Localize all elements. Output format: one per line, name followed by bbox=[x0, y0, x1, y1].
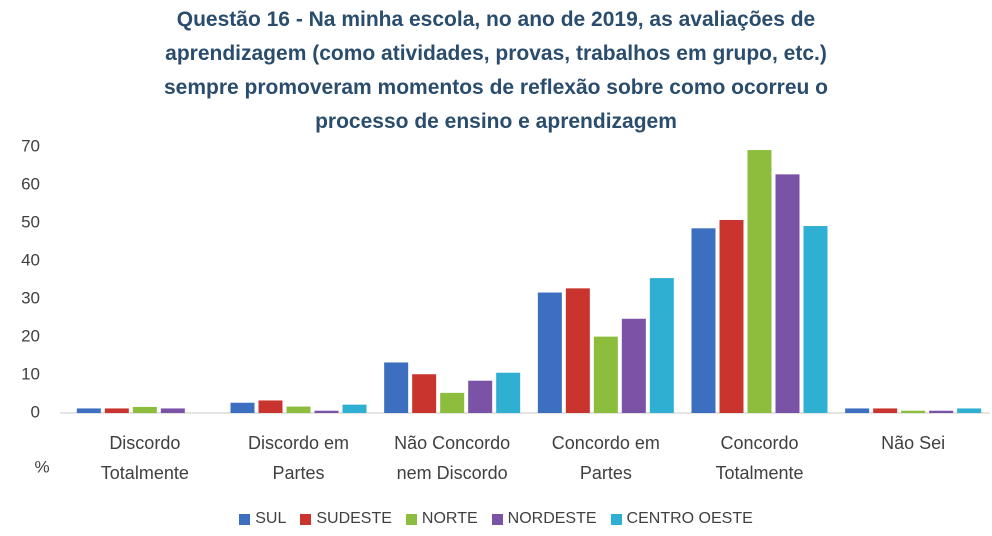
chart-title: Questão 16 - Na minha escola, no ano de … bbox=[176, 8, 816, 31]
legend-swatch bbox=[610, 513, 622, 525]
bar bbox=[929, 410, 954, 413]
x-tick-label: Discordo Totalmente bbox=[100, 433, 189, 483]
x-tick-label: Não Concordo nem Discordo bbox=[394, 433, 511, 483]
x-tick-label: Não Sei bbox=[881, 433, 946, 453]
bar bbox=[76, 408, 101, 413]
legend-swatch bbox=[300, 513, 312, 525]
legend-label: SUDESTE bbox=[316, 510, 392, 527]
y-tick-label: 10 bbox=[21, 364, 40, 383]
bar bbox=[593, 336, 618, 413]
legend-label: NORDESTE bbox=[507, 510, 597, 527]
bar bbox=[845, 408, 870, 413]
bar bbox=[468, 380, 493, 413]
bar bbox=[775, 174, 800, 413]
x-tick-label: Discordo em Partes bbox=[247, 433, 350, 483]
bar bbox=[537, 292, 562, 413]
y-tick-label: 40 bbox=[21, 250, 40, 269]
bar bbox=[412, 374, 437, 413]
bar bbox=[160, 408, 185, 413]
bar bbox=[803, 226, 828, 413]
bar bbox=[691, 228, 716, 413]
bar bbox=[901, 410, 926, 413]
bar bbox=[132, 406, 157, 413]
y-tick-label: 20 bbox=[21, 326, 40, 345]
legend-item: SUDESTE bbox=[300, 510, 392, 528]
legend: SUL SUDESTE NORTE NORDESTE CENTRO OESTE bbox=[0, 510, 992, 528]
legend-item: SUL bbox=[239, 510, 286, 528]
legend-swatch bbox=[239, 513, 251, 525]
bar bbox=[747, 150, 772, 414]
bar bbox=[565, 288, 590, 413]
bar bbox=[873, 408, 898, 413]
y-tick-label: 60 bbox=[21, 174, 40, 193]
y-tick-label: 0 bbox=[31, 402, 40, 421]
legend-label: CENTRO OESTE bbox=[626, 510, 753, 527]
bar bbox=[258, 400, 283, 413]
legend-swatch bbox=[491, 513, 503, 525]
chart-title: processo de ensino e aprendizagem bbox=[315, 110, 677, 133]
bar bbox=[957, 408, 982, 413]
x-tick-label: Concordo Totalmente bbox=[715, 433, 804, 483]
bar bbox=[440, 392, 465, 413]
y-tick-label: 50 bbox=[21, 212, 40, 231]
bar bbox=[496, 372, 521, 413]
legend-item: CENTRO OESTE bbox=[610, 510, 753, 528]
bar bbox=[104, 408, 129, 413]
legend-label: SUL bbox=[255, 510, 287, 527]
bar bbox=[342, 404, 367, 413]
bar bbox=[649, 278, 674, 413]
bar bbox=[230, 402, 255, 413]
bar bbox=[286, 406, 311, 413]
bar bbox=[384, 362, 409, 413]
chart-title: aprendizagem (como atividades, provas, t… bbox=[165, 42, 827, 65]
bar bbox=[314, 410, 339, 413]
y-tick-label: 70 bbox=[21, 136, 40, 155]
legend-label: NORTE bbox=[421, 510, 478, 527]
y-axis-label: % bbox=[34, 457, 49, 476]
bar bbox=[621, 318, 646, 413]
legend-swatch bbox=[405, 513, 417, 525]
legend-item: NORDESTE bbox=[491, 510, 597, 528]
x-tick-label: Concordo em Partes bbox=[551, 433, 660, 483]
bar bbox=[719, 219, 744, 413]
legend-item: NORTE bbox=[405, 510, 478, 528]
y-tick-label: 30 bbox=[21, 288, 40, 307]
chart-title: sempre promoveram momentos de reflexão s… bbox=[163, 76, 829, 99]
